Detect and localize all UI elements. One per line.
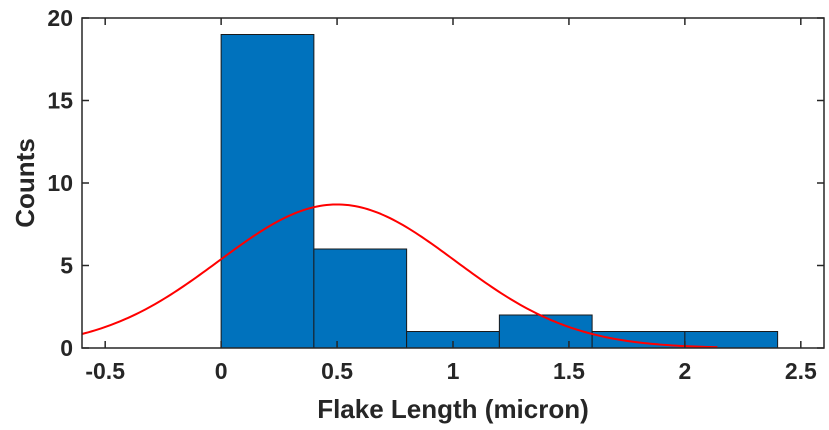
y-tick-label: 20 — [47, 5, 73, 31]
x-tick-label: -0.5 — [85, 358, 125, 384]
x-tick-label: 0.5 — [321, 358, 353, 384]
x-tick-label: 1 — [447, 358, 460, 384]
y-tick-label: 10 — [47, 170, 73, 196]
axis-ticks — [82, 17, 824, 349]
x-tick-label: 2 — [678, 358, 691, 384]
y-tick-label: 0 — [60, 335, 73, 361]
x-tick-label: 2.5 — [785, 358, 817, 384]
histogram-bar-2 — [313, 248, 408, 349]
x-tick-label: 0 — [215, 358, 228, 384]
y-tick-labels: 0 5 10 15 20 — [47, 5, 73, 361]
x-tick-label: 1.5 — [553, 358, 585, 384]
x-axis-label: Flake Length (micron) — [317, 394, 589, 424]
plot-background — [82, 18, 824, 348]
histogram-bar-1 — [220, 34, 315, 349]
y-tick-label: 5 — [60, 253, 73, 279]
y-tick-label: 15 — [47, 88, 73, 114]
x-tick-labels: -0.5 0 0.5 1 1.5 2 2.5 — [85, 358, 817, 384]
normal-fit-curve — [81, 203, 718, 349]
y-axis-label: Counts — [10, 138, 40, 228]
histogram-bar-4 — [498, 314, 593, 349]
histogram-bar-6 — [684, 331, 779, 349]
